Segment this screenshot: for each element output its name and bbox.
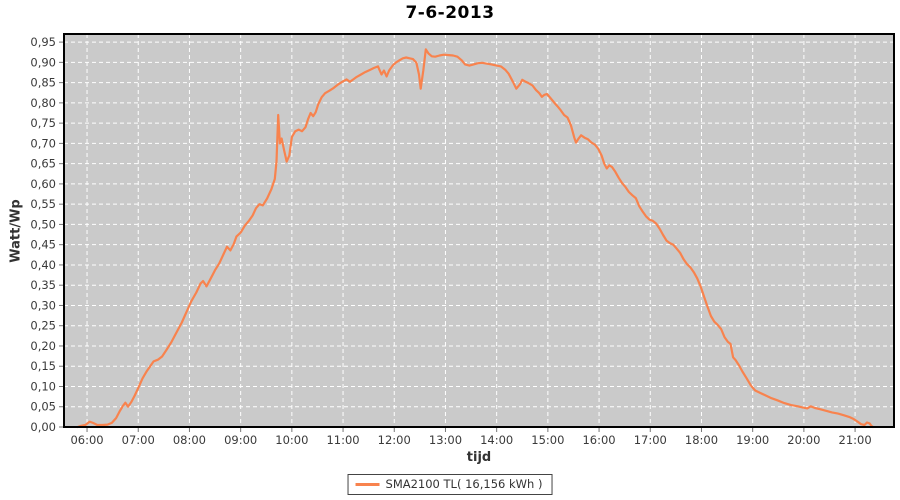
y-tick-label: 0,40 — [30, 258, 56, 272]
y-tick-label: 0,45 — [30, 238, 56, 252]
y-tick-label: 0,15 — [30, 359, 56, 373]
y-tick-label: 0,80 — [30, 96, 56, 110]
x-tick-label: 18:00 — [685, 433, 718, 447]
legend-label: SMA2100 TL( 16,156 kWh ) — [385, 477, 543, 491]
y-tick-label: 0,30 — [30, 298, 56, 312]
x-tick-label: 13:00 — [429, 433, 462, 447]
x-tick-label: 14:00 — [480, 433, 513, 447]
x-tick-label: 07:00 — [122, 433, 155, 447]
x-tick-label: 19:00 — [736, 433, 769, 447]
x-tick-label: 09:00 — [224, 433, 257, 447]
y-tick-label: 0,35 — [30, 278, 56, 292]
x-tick-label: 10:00 — [275, 433, 308, 447]
y-tick-label: 0,20 — [30, 339, 56, 353]
y-tick-label: 0,95 — [30, 35, 56, 49]
y-tick-label: 0,25 — [30, 319, 56, 333]
x-tick-label: 06:00 — [70, 433, 103, 447]
x-tick-label: 15:00 — [531, 433, 564, 447]
y-tick-label: 0,10 — [30, 379, 56, 393]
legend-line-swatch — [355, 482, 380, 486]
chart-title: 7-6-2013 — [405, 3, 495, 23]
x-tick-label: 21:00 — [839, 433, 872, 447]
x-tick-label: 08:00 — [173, 433, 206, 447]
y-tick-label: 0,70 — [30, 136, 56, 150]
series-line — [76, 48, 875, 429]
y-tick-label: 0,55 — [30, 197, 56, 211]
plot-border — [63, 33, 895, 428]
y-tick-label: 0,05 — [30, 400, 56, 414]
y-tick-label: 0,60 — [30, 177, 56, 191]
y-tick-label: 0,50 — [30, 217, 56, 231]
plot-background — [64, 34, 894, 427]
x-axis-title: tijd — [466, 450, 492, 465]
y-tick-label: 0,65 — [30, 157, 56, 171]
x-tick-label: 16:00 — [582, 433, 615, 447]
legend: SMA2100 TL( 16,156 kWh ) — [347, 474, 553, 495]
y-tick-label: 0,75 — [30, 116, 56, 130]
y-tick-label: 0,85 — [30, 76, 56, 90]
x-tick-label: 17:00 — [634, 433, 667, 447]
y-axis-title: Watt/Wp — [8, 199, 24, 263]
y-tick-label: 0,90 — [30, 55, 56, 69]
x-tick-label: 12:00 — [378, 433, 411, 447]
x-tick-label: 20:00 — [787, 433, 820, 447]
y-tick-label: 0,00 — [30, 420, 56, 434]
x-tick-label: 11:00 — [326, 433, 359, 447]
